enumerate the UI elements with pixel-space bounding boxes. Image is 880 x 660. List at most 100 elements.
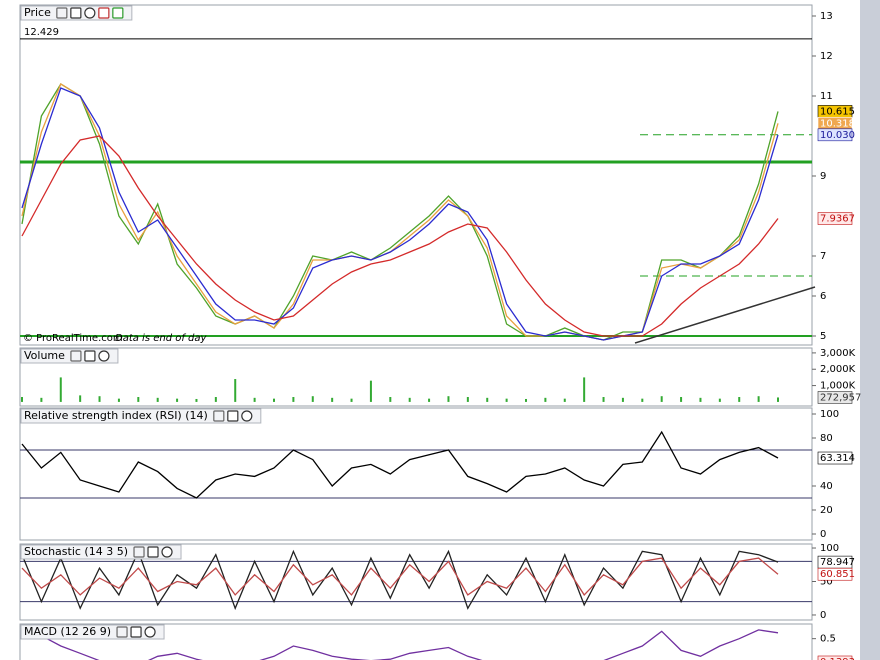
volume-bar xyxy=(505,398,508,402)
series-line xyxy=(21,557,779,596)
panel-frame xyxy=(19,407,813,541)
panel-header xyxy=(20,408,262,424)
annotation: Data is end of day xyxy=(115,333,208,344)
panel-icon xyxy=(98,7,110,19)
volume-bar xyxy=(253,397,256,402)
y-tick-label: 80 xyxy=(820,433,833,444)
y-tick-label: 12 xyxy=(820,51,833,62)
volume-bar xyxy=(234,379,237,402)
volume-bar xyxy=(525,398,527,402)
volume-bar xyxy=(156,397,159,402)
y-tick-label: 0 xyxy=(820,610,826,621)
value-tag-label: 0.1393 xyxy=(820,657,855,660)
volume-bar xyxy=(273,398,275,402)
value-tag-label: 272,957 xyxy=(820,392,861,403)
scroll-margin xyxy=(860,0,880,660)
panel-icon xyxy=(147,546,159,558)
value-tag-label: 78.947 xyxy=(820,557,855,568)
volume-bar xyxy=(718,398,721,402)
panel-icon xyxy=(116,626,128,638)
panel-header xyxy=(20,624,165,640)
volume-bar xyxy=(486,397,489,402)
trend-line xyxy=(634,286,816,344)
panel-title: Volume xyxy=(24,349,65,362)
volume-bar xyxy=(79,395,82,402)
volume-bar xyxy=(176,398,179,402)
panel-icon xyxy=(112,7,124,19)
volume-bar xyxy=(699,397,702,402)
y-tick-label: 40 xyxy=(820,481,833,492)
volume-bar xyxy=(660,396,663,402)
volume-bar xyxy=(331,397,334,402)
volume-bar xyxy=(641,398,644,402)
panel-title: Relative strength index (RSI) (14) xyxy=(24,409,208,422)
y-tick-label: 6 xyxy=(820,291,826,302)
volume-bar xyxy=(602,397,605,402)
volume-bar xyxy=(738,397,741,402)
series-line xyxy=(21,430,779,499)
panel-plot xyxy=(21,377,779,402)
volume-bar xyxy=(59,377,62,402)
volume-bar xyxy=(292,397,295,402)
value-tag xyxy=(817,567,853,581)
value-tag xyxy=(817,212,853,225)
panel-icon xyxy=(70,7,82,19)
value-tag xyxy=(817,451,853,465)
y-tick-label: 11 xyxy=(820,91,833,102)
value-tag xyxy=(817,128,853,142)
panel-icon xyxy=(98,350,110,362)
series-line xyxy=(21,83,779,341)
y-tick-label: 50 xyxy=(820,576,833,587)
volume-bar xyxy=(214,397,217,402)
volume-bar xyxy=(563,398,566,402)
volume-bar xyxy=(369,380,372,402)
value-tag-label: 7.9367 xyxy=(820,214,855,225)
y-tick-label: 7 xyxy=(820,251,826,262)
volume-bar xyxy=(777,397,779,402)
level-value: 12.429 xyxy=(24,27,59,38)
volume-bar xyxy=(408,397,411,402)
panel-icon xyxy=(56,7,68,19)
y-tick-label: 13 xyxy=(820,11,833,22)
volume-bar xyxy=(466,397,469,402)
panel-icon xyxy=(227,410,239,422)
panel-icon xyxy=(144,626,156,638)
panel-icon xyxy=(241,410,253,422)
y-tick-label: 100 xyxy=(820,409,839,420)
volume-bar xyxy=(447,396,450,402)
panel-icon xyxy=(161,546,173,558)
value-tag-label: 10.615 xyxy=(820,106,855,117)
volume-bar xyxy=(98,396,101,402)
panel-plot xyxy=(20,549,812,611)
volume-bar xyxy=(428,398,431,402)
value-tag-label: 63.314 xyxy=(820,453,855,464)
y-tick-label: 2,000K xyxy=(820,364,856,375)
series-line xyxy=(21,135,779,337)
panel-plot: 12.429 xyxy=(20,27,812,341)
annotation: © ProRealTime.com xyxy=(23,333,123,344)
y-tick-label: 100 xyxy=(820,543,839,554)
y-tick-label: 3,000K xyxy=(820,348,856,359)
volume-bar xyxy=(117,398,120,402)
volume-bar xyxy=(621,397,624,402)
value-tag-label: 10.030 xyxy=(820,130,855,141)
y-tick-label: 0 xyxy=(820,529,826,540)
volume-bar xyxy=(757,396,760,402)
volume-bar xyxy=(195,398,198,402)
volume-bar xyxy=(680,397,683,402)
panel-icon xyxy=(133,546,145,558)
panel-plot xyxy=(20,430,812,499)
y-tick-label: 0.5 xyxy=(820,634,836,645)
volume-bar xyxy=(389,397,392,402)
panel-title: Stochastic (14 3 5) xyxy=(24,545,128,558)
value-tag-label: 10.318 xyxy=(820,118,855,129)
y-tick-label: 9 xyxy=(820,171,826,182)
panel-frame xyxy=(19,623,813,660)
panel-icon xyxy=(213,410,225,422)
volume-bar xyxy=(544,397,547,402)
value-tag xyxy=(817,391,853,404)
value-tag xyxy=(817,655,853,660)
value-tag-label: 60.851 xyxy=(820,569,855,580)
panel-frame xyxy=(19,347,813,407)
